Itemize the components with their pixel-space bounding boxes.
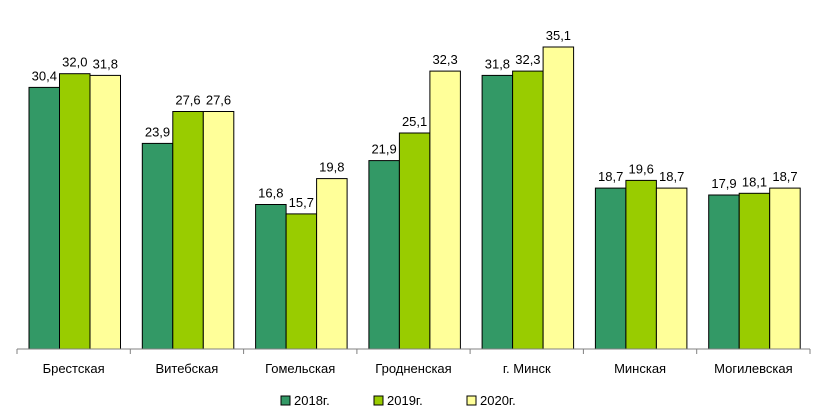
- legend-label: 2020г.: [480, 393, 516, 408]
- data-label: 32,3: [515, 52, 540, 67]
- bar: [542, 46, 575, 350]
- data-label: 18,7: [772, 169, 797, 184]
- data-label: 32,0: [62, 55, 87, 70]
- bar: [285, 213, 318, 350]
- data-label: 31,8: [485, 56, 510, 71]
- bar: [59, 73, 91, 350]
- x-tick-label: Гродненская: [375, 361, 451, 376]
- data-label: 31,8: [93, 56, 118, 71]
- legend: 2018г. 2019г. 2020г.: [280, 393, 516, 408]
- legend-label: 2019г.: [387, 393, 423, 408]
- bar: [255, 204, 287, 350]
- bar: [398, 132, 431, 350]
- data-label: 23,9: [145, 124, 170, 139]
- value-labels-layer: 30,4 32,0 31,8 23,9 27,6 27,6 16,8 15,7 19,8 21,9…: [32, 28, 798, 210]
- x-tick-label: Гомельская: [265, 361, 335, 376]
- x-tick-label: Минская: [614, 361, 666, 376]
- bar: [141, 142, 174, 350]
- x-tick-label: Брестская: [43, 361, 105, 376]
- data-label: 19,8: [319, 160, 344, 175]
- bar: [28, 86, 60, 350]
- bar: [655, 187, 688, 350]
- legend-swatch: [373, 395, 384, 406]
- legend-swatch: [280, 395, 291, 406]
- bar: [625, 179, 657, 350]
- data-label: 16,8: [258, 186, 283, 201]
- x-tick-label: Витебская: [155, 361, 218, 376]
- data-label: 27,6: [175, 93, 200, 108]
- bar: [202, 111, 235, 350]
- legend-label: 2018г.: [294, 393, 330, 408]
- bar: [738, 192, 771, 350]
- bar: [708, 194, 740, 350]
- bar: [89, 74, 121, 350]
- legend-swatch: [466, 395, 477, 406]
- data-label: 27,6: [206, 93, 231, 108]
- data-label: 32,3: [432, 52, 457, 67]
- bars-layer: [28, 46, 801, 350]
- x-tick-label: Могилевская: [714, 361, 793, 376]
- data-label: 15,7: [289, 195, 314, 210]
- data-label: 19,6: [629, 161, 654, 176]
- data-label: 30,4: [32, 68, 57, 83]
- bar: [316, 178, 348, 350]
- bar: [512, 70, 544, 350]
- bar: [594, 187, 627, 350]
- bar: [172, 111, 204, 350]
- data-label: 18,1: [742, 174, 767, 189]
- bar: [481, 74, 514, 350]
- data-label: 17,9: [711, 176, 736, 191]
- bar: [429, 70, 461, 350]
- x-tick-label: г. Минск: [503, 361, 551, 376]
- data-label: 35,1: [546, 28, 571, 43]
- category-labels: Брестская Витебская Гомельская Гродненская г…: [43, 361, 793, 376]
- bar: [769, 187, 801, 350]
- data-label: 25,1: [402, 114, 427, 129]
- x-axis-ticks: [16, 349, 811, 354]
- data-label: 21,9: [371, 142, 396, 157]
- data-label: 18,7: [659, 169, 684, 184]
- bar: [368, 160, 400, 350]
- data-label: 18,7: [598, 169, 623, 184]
